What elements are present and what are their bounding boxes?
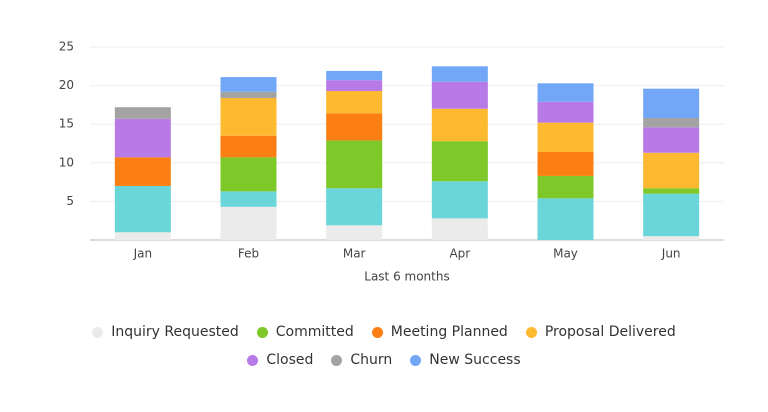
x-tick-label: Apr xyxy=(449,247,470,261)
bar-segment xyxy=(220,206,277,240)
bar-segment xyxy=(431,218,488,240)
bar-segment xyxy=(326,80,383,92)
bar-segment xyxy=(114,232,171,240)
x-tick-label: May xyxy=(553,247,578,261)
bar-segment xyxy=(326,70,383,81)
x-tick-label: Mar xyxy=(343,247,366,261)
bar-segment xyxy=(643,88,700,119)
x-tick-label: Jun xyxy=(661,247,681,261)
legend-label: New Success xyxy=(429,352,521,368)
bar-segment xyxy=(643,127,700,153)
legend-item[interactable]: Meeting Planned xyxy=(371,322,508,342)
legend-item[interactable]: Closed xyxy=(247,350,313,370)
bar-segment xyxy=(537,151,594,176)
bar-segment xyxy=(220,91,277,98)
bar-segment xyxy=(114,157,171,186)
bar-segment xyxy=(643,118,700,128)
bar-segment xyxy=(643,188,700,194)
legend-swatch xyxy=(247,354,259,366)
bar-segment xyxy=(537,101,594,123)
bar-segment xyxy=(220,157,277,192)
bar-segment xyxy=(537,83,594,102)
bar-segment xyxy=(326,91,383,114)
bar-segment xyxy=(220,77,277,92)
bar-segment xyxy=(114,185,171,233)
y-tick-label: 10 xyxy=(59,155,74,169)
legend-swatch xyxy=(371,326,383,338)
bar-segment xyxy=(643,193,700,237)
bar-segment xyxy=(431,66,488,82)
bar-segment xyxy=(431,141,488,182)
bar-segment xyxy=(220,191,277,207)
legend-label: Closed xyxy=(266,352,314,368)
legend-label: Inquiry Requested xyxy=(111,324,239,340)
bar-segment xyxy=(431,81,488,109)
bar-segment xyxy=(326,188,383,226)
legend-item[interactable]: New Success xyxy=(410,350,521,370)
y-tick-label: 5 xyxy=(66,194,74,208)
legend-swatch xyxy=(256,326,268,338)
bar-segment xyxy=(114,107,171,119)
bar-segment xyxy=(220,135,277,158)
bar-segment xyxy=(643,152,700,189)
legend-label: Proposal Delivered xyxy=(544,324,676,340)
bar-segment xyxy=(431,181,488,219)
bar-segment xyxy=(114,118,171,158)
legend-swatch xyxy=(525,326,537,338)
bar-segment xyxy=(537,198,594,240)
legend-label: Meeting Planned xyxy=(390,324,508,340)
legend-label: Churn xyxy=(350,352,393,368)
legend-item[interactable]: Proposal Delivered xyxy=(525,322,676,342)
bar-segment xyxy=(431,108,488,142)
y-tick-label: 25 xyxy=(59,40,74,54)
bar-segment xyxy=(326,225,383,240)
y-tick-label: 20 xyxy=(59,78,74,92)
bar-segment xyxy=(537,175,594,199)
legend-item[interactable]: Committed xyxy=(256,322,354,342)
y-tick-label: 15 xyxy=(59,117,74,131)
legend-item[interactable]: Churn xyxy=(331,350,392,370)
bar-segment xyxy=(537,122,594,152)
bar-segment xyxy=(326,113,383,141)
x-axis-label: Last 6 months xyxy=(364,270,449,284)
x-tick-label: Feb xyxy=(238,247,259,261)
x-tick-label: Jan xyxy=(133,247,153,261)
legend-swatch xyxy=(92,326,104,338)
legend-swatch xyxy=(410,354,422,366)
legend-swatch xyxy=(331,354,343,366)
bar-segment xyxy=(643,236,700,240)
legend: Inquiry Requested Committed Meeting Planne… xyxy=(44,322,724,370)
bar-segment xyxy=(326,140,383,189)
bar-segment xyxy=(220,97,277,136)
legend-label: Committed xyxy=(275,324,354,340)
legend-item[interactable]: Inquiry Requested xyxy=(92,322,239,342)
